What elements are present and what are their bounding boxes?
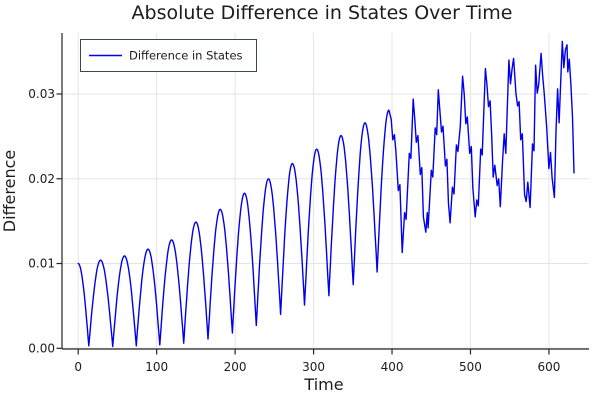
x-tick-label: 500 xyxy=(459,360,482,374)
axis-spines xyxy=(61,33,589,350)
chart-title: Absolute Difference in States Over Time xyxy=(132,2,513,24)
x-axis-label: Time xyxy=(303,375,343,394)
legend: Difference in States xyxy=(80,39,257,72)
axis-ticks xyxy=(56,93,550,355)
y-tick-label: 0.00 xyxy=(28,341,55,355)
y-axis-label: Difference xyxy=(0,150,19,232)
y-tick-label: 0.02 xyxy=(28,172,55,186)
x-tick-label: 100 xyxy=(145,360,168,374)
y-tick-label: 0.01 xyxy=(28,257,55,271)
x-tick-label: 200 xyxy=(224,360,247,374)
x-tick-label: 300 xyxy=(302,360,325,374)
series-line-difference-in-states xyxy=(77,40,575,348)
legend-label: Difference in States xyxy=(129,49,243,63)
x-tick-label: 600 xyxy=(537,360,560,374)
y-tick-label: 0.03 xyxy=(28,87,55,101)
x-tick-labels: 0 100 200 300 400 500 600 xyxy=(74,360,560,374)
y-tick-labels: 0.00 0.01 0.02 0.03 xyxy=(28,87,55,355)
x-tick-label: 0 xyxy=(74,360,82,374)
x-tick-label: 400 xyxy=(381,360,404,374)
